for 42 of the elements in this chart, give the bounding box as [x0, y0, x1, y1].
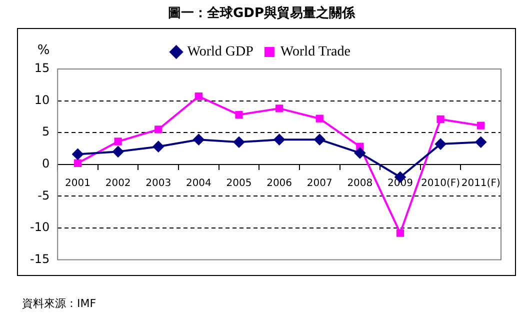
x-tick-label: 2011(F)	[461, 178, 500, 189]
point	[235, 110, 243, 119]
point	[74, 159, 82, 167]
x-tick-label: 2007	[306, 178, 332, 189]
y-tick-label: 5	[42, 124, 50, 139]
x-tick-label: 2001	[65, 178, 90, 189]
y-tick-label: -5	[38, 188, 50, 202]
y-tick-label: 10	[34, 92, 50, 107]
x-tick-label: 2004	[186, 178, 212, 189]
source-note: 資料來源：IMF	[22, 296, 96, 311]
point	[314, 134, 326, 146]
y-axis-title: %	[37, 42, 50, 58]
point	[435, 138, 446, 150]
legend-label: World GDP	[187, 44, 254, 60]
x-tick-label: 2003	[146, 178, 172, 189]
point	[275, 104, 284, 112]
x-tick-label: 2006	[266, 178, 292, 189]
point	[233, 136, 244, 148]
point	[354, 147, 366, 158]
point	[475, 136, 486, 148]
point	[193, 134, 204, 146]
point	[154, 126, 162, 134]
point	[396, 229, 404, 237]
point	[114, 138, 122, 146]
point	[477, 122, 485, 130]
x-tick-label: 2002	[105, 178, 131, 189]
point	[152, 141, 164, 152]
legend-label: World Trade	[280, 44, 350, 60]
x-tick-label: 2008	[347, 178, 373, 189]
point	[316, 114, 324, 122]
y-tick-label: 0	[42, 156, 50, 171]
y-tick-label: -10	[30, 220, 50, 234]
x-tick-label: 2005	[226, 178, 252, 189]
point	[72, 148, 84, 160]
point	[194, 92, 203, 100]
point	[436, 115, 444, 124]
point	[274, 134, 285, 146]
point	[112, 146, 124, 158]
y-tick-label: 15	[34, 61, 50, 76]
y-tick-label: -15	[30, 252, 50, 266]
chart-title: 圖一：全球GDP與貿易量之關係	[167, 4, 356, 22]
x-tick-label: 2010(F)	[421, 178, 460, 189]
